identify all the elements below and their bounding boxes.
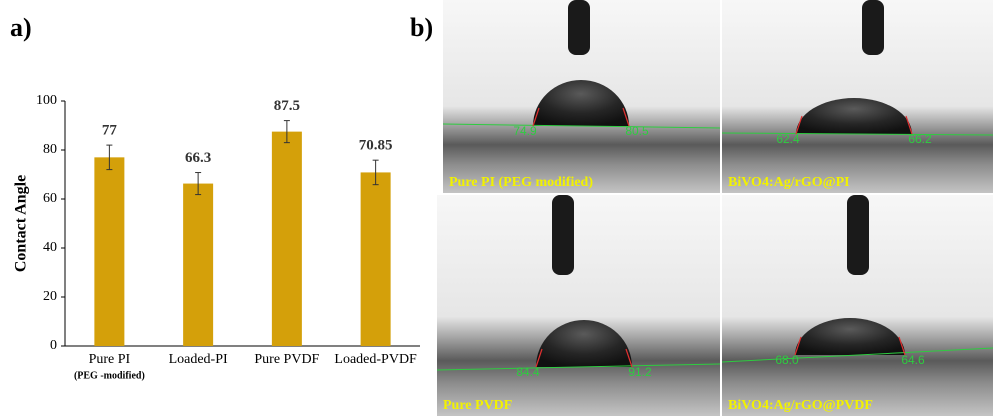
value-label: 66.3 — [185, 150, 211, 166]
figure: a) b) 0 20 40 60 80 100 Contact Angle Pure PI 77… — [0, 0, 993, 416]
y-axis-label: Contact Angle — [13, 175, 30, 272]
y-tick-label: 60 — [43, 191, 57, 206]
x-tick-label: Loaded-PI — [169, 352, 228, 367]
needle — [568, 0, 590, 55]
y-tick-label: 100 — [36, 93, 57, 108]
bar — [94, 157, 124, 346]
photo-caption: Pure PVDF — [443, 398, 512, 413]
category-note: (PEG -modified) — [74, 370, 145, 381]
panel-label: b) — [410, 13, 433, 42]
x-tick-label: Loaded-PVDF — [334, 352, 417, 367]
contact-angle: 91.2 — [628, 365, 652, 379]
x-tick-label: Pure PVDF — [254, 352, 319, 367]
y-tick-label: 80 — [43, 142, 57, 157]
photo-caption: BiVO4:Ag/rGO@PI — [728, 175, 850, 190]
contact-angle: 80.5 — [625, 124, 649, 138]
contact-angle: 66.2 — [908, 132, 932, 146]
droplet-photo: 68.0 64.6 BiVO4:Ag/rGO@PVDF — [722, 195, 993, 416]
y-tick-label: 20 — [43, 289, 57, 304]
bar — [272, 132, 302, 346]
bar — [361, 172, 391, 346]
contact-angle: 74.9 — [513, 124, 537, 138]
value-label: 70.85 — [359, 138, 393, 154]
needle — [862, 0, 884, 55]
contact-angle: 62.4 — [776, 132, 800, 146]
needle — [552, 195, 574, 275]
y-tick-label: 40 — [43, 240, 57, 255]
value-label: 77 — [102, 123, 118, 139]
contact-angle: 68.0 — [775, 353, 799, 367]
needle — [847, 195, 869, 275]
photo-caption: Pure PI (PEG modified) — [449, 175, 593, 190]
photo-background — [437, 195, 720, 416]
contact-angle: 64.6 — [901, 353, 925, 367]
droplet-photo: 84.4 91.2 Pure PVDF — [437, 195, 720, 416]
droplet-photo: 62.4 66.2 BiVO4:Ag/rGO@PI — [722, 0, 993, 193]
bar — [183, 184, 213, 346]
contact-angle: 84.4 — [516, 365, 540, 379]
value-label: 87.5 — [274, 98, 300, 114]
panel-label: a) — [10, 13, 32, 42]
droplet-photo: 74.9 80.5 Pure PI (PEG modified) — [443, 0, 720, 193]
photo-background — [722, 0, 993, 193]
photo-caption: BiVO4:Ag/rGO@PVDF — [728, 398, 873, 413]
y-tick-label: 0 — [50, 338, 57, 353]
x-tick-label: Pure PI — [89, 352, 131, 367]
